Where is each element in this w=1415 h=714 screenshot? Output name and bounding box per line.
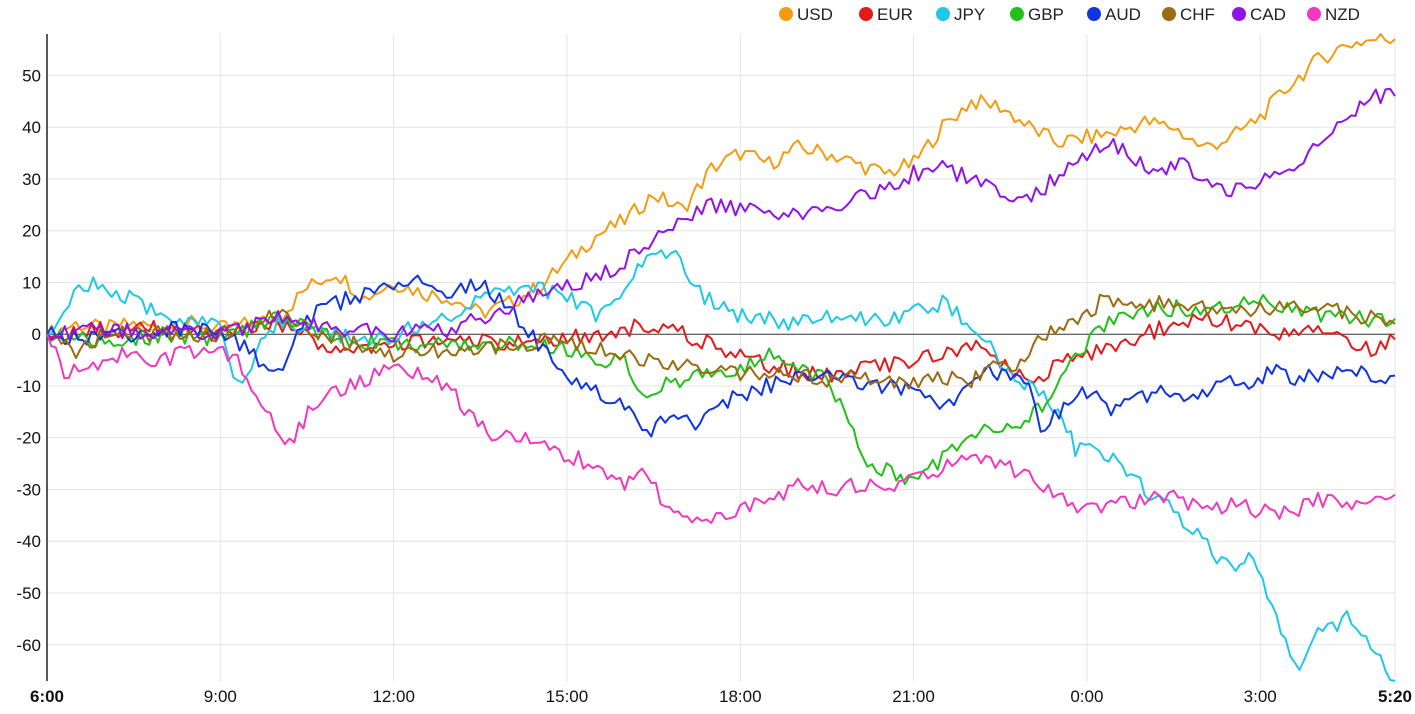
legend-swatch: [1087, 7, 1101, 21]
y-tick-label: -20: [16, 429, 41, 448]
series-line-usd: [46, 33, 1396, 340]
series-line-nzd: [46, 333, 1396, 524]
x-tick-label: 5:20: [1378, 687, 1412, 706]
y-tick-label: 50: [22, 66, 41, 85]
y-tick-label: 10: [22, 273, 41, 292]
y-tick-label: 40: [22, 118, 41, 137]
legend-item-eur[interactable]: EUR: [859, 5, 913, 24]
y-tick-label: 20: [22, 222, 41, 241]
legend-swatch: [1307, 7, 1321, 21]
series-line-cad: [46, 87, 1396, 343]
y-tick-label: -60: [16, 636, 41, 655]
legend[interactable]: USD EUR JPY GBP AUD CHF CAD NZD: [779, 5, 1360, 24]
x-tick-label: 3:00: [1244, 687, 1277, 706]
legend-label: CHF: [1180, 5, 1215, 24]
legend-item-gbp[interactable]: GBP: [1010, 5, 1064, 24]
legend-label: AUD: [1105, 5, 1141, 24]
legend-label: NZD: [1325, 5, 1360, 24]
legend-label: GBP: [1028, 5, 1064, 24]
legend-swatch: [936, 7, 950, 21]
legend-swatch: [859, 7, 873, 21]
series-line-aud: [46, 274, 1396, 438]
legend-item-aud[interactable]: AUD: [1087, 5, 1141, 24]
legend-item-cad[interactable]: CAD: [1232, 5, 1286, 24]
x-tick-label: 12:00: [372, 687, 415, 706]
y-tick-label: -10: [16, 377, 41, 396]
series-line-jpy: [46, 249, 1396, 682]
x-tick-label: 21:00: [892, 687, 935, 706]
x-tick-label: 6:00: [30, 687, 64, 706]
legend-item-jpy[interactable]: JPY: [936, 5, 985, 24]
legend-swatch: [1010, 7, 1024, 21]
legend-swatch: [1162, 7, 1176, 21]
x-tick-label: 9:00: [204, 687, 237, 706]
x-tick-label: 15:00: [546, 687, 589, 706]
legend-item-nzd[interactable]: NZD: [1307, 5, 1360, 24]
legend-label: JPY: [954, 5, 985, 24]
grid-layer: [47, 34, 1396, 681]
legend-item-chf[interactable]: CHF: [1162, 5, 1215, 24]
y-tick-label: 0: [32, 325, 41, 344]
x-tick-label: 0:00: [1070, 687, 1103, 706]
y-tick-label: -50: [16, 584, 41, 603]
legend-label: USD: [797, 5, 833, 24]
legend-label: EUR: [877, 5, 913, 24]
x-tick-label: 18:00: [719, 687, 762, 706]
legend-swatch: [779, 7, 793, 21]
series-layer: [46, 33, 1396, 682]
legend-label: CAD: [1250, 5, 1286, 24]
y-tick-label: 30: [22, 170, 41, 189]
legend-item-usd[interactable]: USD: [779, 5, 833, 24]
legend-swatch: [1232, 7, 1246, 21]
series-line-chf: [46, 293, 1396, 390]
axis-layer: 50 40 30 20 10 0 -10 -20 -30 -40 -50 -60 6:00 9:00 12:…: [16, 34, 1412, 706]
y-tick-label: -30: [16, 480, 41, 499]
y-tick-label: -40: [16, 532, 41, 551]
